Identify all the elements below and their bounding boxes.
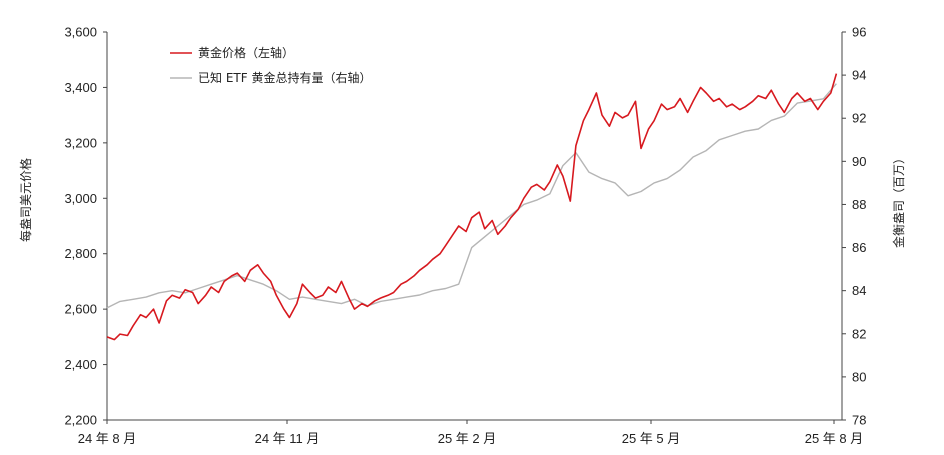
x-tick-label: 24 年 8 月 [78,431,137,446]
left-tick-label: 2,800 [64,246,97,261]
right-tick-label: 88 [852,197,866,212]
left-axis-title: 每盎司美元价格 [18,158,33,242]
etf-holdings-line [106,83,837,309]
x-axis-ticks: 24 年 8 月 24 年 11 月 25 年 2 月 25 年 5 月 25 年 8 … [78,420,864,446]
left-tick-label: 3,000 [64,191,97,206]
right-tick-label: 94 [852,68,866,83]
legend-label-gold-price: 黄金价格（左轴） [198,45,294,60]
x-tick-label: 25 年 2 月 [438,431,497,446]
left-tick-label: 2,400 [64,357,97,372]
right-tick-label: 84 [852,283,866,298]
left-tick-label: 2,200 [64,413,97,428]
right-tick-label: 86 [852,240,866,255]
left-tick-label: 3,200 [64,135,97,150]
right-tick-label: 96 [852,25,866,40]
left-tick-label: 3,600 [64,25,97,40]
right-tick-label: 80 [852,369,866,384]
x-tick-label: 25 年 5 月 [622,431,681,446]
x-tick-label: 24 年 11 月 [255,431,320,446]
right-y-ticks: 78 80 82 84 86 88 90 92 94 96 [842,25,866,428]
left-tick-label: 2,600 [64,302,97,317]
legend-label-etf-holdings: 已知 ETF 黄金总持有量（右轴） [198,70,371,85]
series-layer [106,73,838,341]
right-tick-label: 92 [852,111,866,126]
right-axis-title: 金衡盎司（百万） [891,152,906,248]
legend: 黄金价格（左轴） 已知 ETF 黄金总持有量（右轴） [170,45,371,85]
gold-price-line [106,73,838,341]
right-tick-label: 90 [852,154,866,169]
plot-frame [106,32,843,421]
left-y-ticks: 2,200 2,400 2,600 2,800 3,000 3,200 3,400 3,600 [64,25,107,428]
x-tick-label: 25 年 8 月 [805,431,864,446]
right-tick-label: 82 [852,326,866,341]
left-tick-label: 3,400 [64,80,97,95]
right-tick-label: 78 [852,413,866,428]
